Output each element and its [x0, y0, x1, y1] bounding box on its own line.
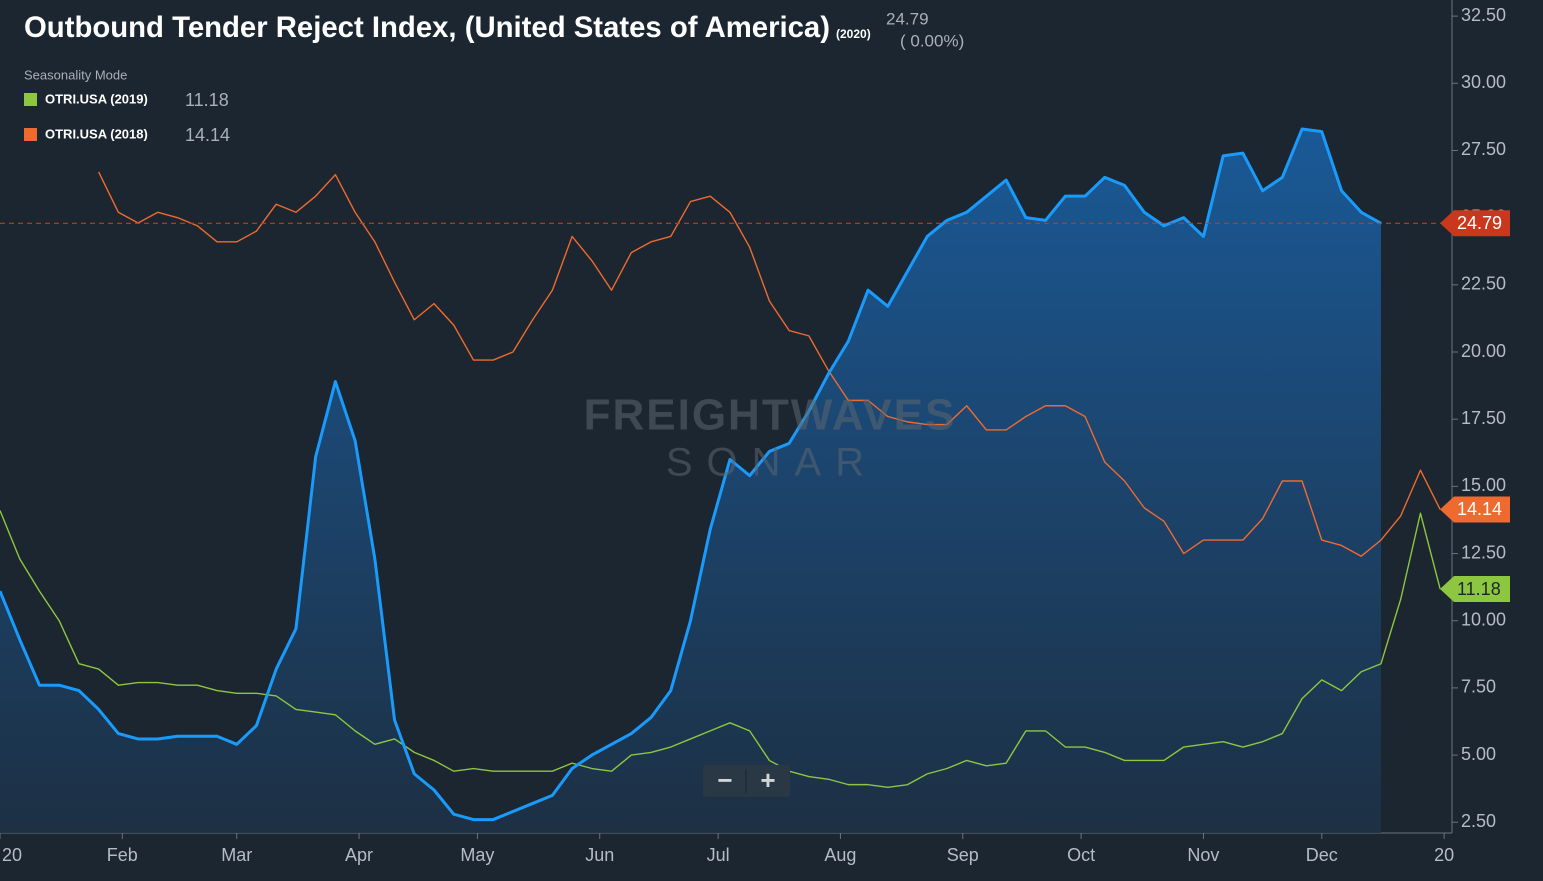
x-tick-label: Nov: [1187, 845, 1219, 865]
x-tick-label: Dec: [1306, 845, 1338, 865]
x-tick-label: Feb: [107, 845, 138, 865]
y-tick-label: 15.00: [1461, 475, 1506, 495]
series-year: (2020): [836, 27, 871, 41]
x-tick-label: Jun: [585, 845, 614, 865]
x-tick-label: Jul: [707, 845, 730, 865]
legend-value: 11.18: [185, 90, 229, 110]
legend-swatch: [24, 128, 37, 141]
y-tick-label: 27.50: [1461, 139, 1506, 159]
y-tick-label: 7.50: [1461, 677, 1496, 697]
x-tick-label: Apr: [345, 845, 373, 865]
y-tick-label: 5.00: [1461, 744, 1496, 764]
y-tick-label: 10.00: [1461, 609, 1506, 629]
chart-title: Outbound Tender Reject Index, (United St…: [24, 11, 830, 44]
x-tick-label: Oct: [1067, 845, 1095, 865]
value-tag-label: 14.14: [1457, 499, 1502, 519]
watermark: SONAR: [666, 441, 878, 485]
x-tick-label: 20: [1434, 845, 1454, 865]
value-tag: [1440, 496, 1510, 523]
y-tick-label: 12.50: [1461, 542, 1506, 562]
series-line: [0, 510, 1441, 789]
value-tag-label: 11.18: [1457, 579, 1501, 599]
y-tick-label: 22.50: [1461, 274, 1506, 294]
headline-value: 24.79: [886, 9, 929, 28]
zoom-controls: − +: [703, 765, 790, 797]
zoom-out-button[interactable]: −: [717, 765, 732, 795]
mode-label: Seasonality Mode: [24, 67, 127, 82]
value-tag: [1440, 576, 1510, 603]
value-tag-label: 24.79: [1457, 213, 1502, 233]
y-tick-label: 2.50: [1461, 811, 1496, 831]
y-tick-label: 20.00: [1461, 341, 1506, 361]
x-tick-label: Aug: [824, 845, 856, 865]
y-tick-label: 30.00: [1461, 72, 1506, 92]
legend-label: OTRI.USA (2018): [45, 126, 148, 141]
watermark: FREIGHTWAVES: [584, 391, 957, 440]
headline-change: ( 0.00%): [900, 31, 964, 50]
legend: OTRI.USA (2019) 11.18 OTRI.USA (2018) 14.14: [24, 90, 230, 145]
series-line: [98, 171, 1441, 557]
x-tick-label: Mar: [221, 845, 252, 865]
y-tick-label: 17.50: [1461, 408, 1506, 428]
legend-value: 14.14: [185, 125, 230, 145]
y-tick-label: 32.50: [1461, 5, 1506, 25]
x-tick-label: May: [460, 845, 494, 865]
plot-area: 2.50 5.00 7.50 10.00 12.50 15.00 17.50 20.00 22.…: [0, 0, 1510, 865]
x-tick-label: Sep: [947, 845, 979, 865]
legend-swatch: [24, 93, 37, 106]
value-tag: [1440, 210, 1510, 237]
zoom-in-button[interactable]: +: [760, 765, 775, 795]
area: [0, 128, 1381, 833]
legend-label: OTRI.USA (2019): [45, 91, 148, 106]
x-tick-label: 20: [2, 845, 22, 865]
series-line: [0, 127, 1382, 822]
